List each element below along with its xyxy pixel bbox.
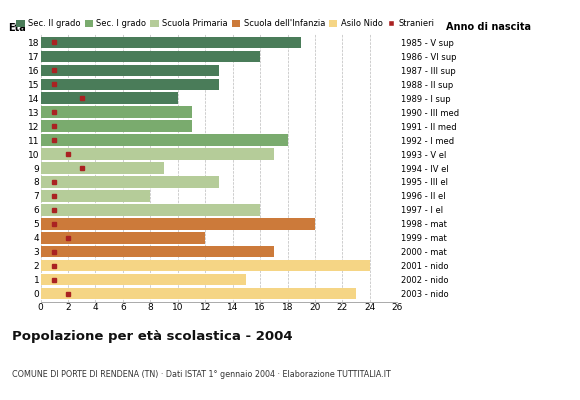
Bar xyxy=(41,190,150,202)
Legend: Sec. II grado, Sec. I grado, Scuola Primaria, Scuola dell'Infanzia, Asilo Nido, : Sec. II grado, Sec. I grado, Scuola Prim… xyxy=(16,20,434,28)
Bar xyxy=(41,246,274,258)
Bar xyxy=(41,78,219,90)
Bar xyxy=(41,218,315,230)
Bar xyxy=(41,288,356,299)
Bar xyxy=(41,51,260,62)
Bar xyxy=(41,232,205,244)
Bar xyxy=(41,92,178,104)
Bar xyxy=(41,106,191,118)
Text: COMUNE DI PORTE DI RENDENA (TN) · Dati ISTAT 1° gennaio 2004 · Elaborazione TUTT: COMUNE DI PORTE DI RENDENA (TN) · Dati I… xyxy=(12,370,390,379)
Bar xyxy=(41,274,246,285)
Bar xyxy=(41,134,288,146)
Bar xyxy=(41,176,219,188)
Bar xyxy=(41,204,260,216)
Bar xyxy=(41,260,370,272)
Text: Anno di nascita: Anno di nascita xyxy=(446,22,531,32)
Bar xyxy=(41,120,191,132)
Bar xyxy=(41,37,301,48)
Bar xyxy=(41,64,219,76)
Text: Popolazione per età scolastica - 2004: Popolazione per età scolastica - 2004 xyxy=(12,330,292,343)
Bar xyxy=(41,162,164,174)
Text: Età: Età xyxy=(9,24,26,34)
Bar xyxy=(41,148,274,160)
